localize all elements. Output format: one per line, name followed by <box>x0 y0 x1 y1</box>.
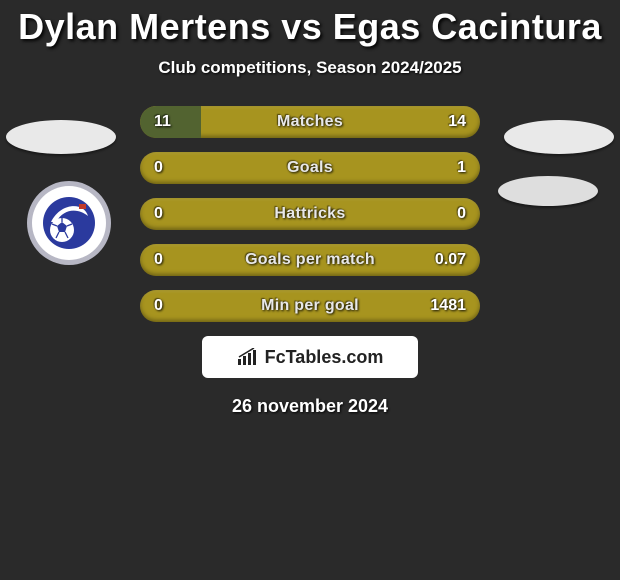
club-right-placeholder-icon <box>498 176 598 206</box>
stat-row: 11Matches14 <box>140 106 480 138</box>
stat-value-right: 0 <box>420 205 480 223</box>
stat-label: Goals <box>200 159 420 177</box>
stat-value-right: 1 <box>420 159 480 177</box>
brand-text: FcTables.com <box>265 347 384 368</box>
stat-label: Hattricks <box>200 205 420 223</box>
stat-row: 0Goals per match0.07 <box>140 244 480 276</box>
stat-value-right: 0.07 <box>420 251 480 269</box>
player-right-placeholder-icon <box>504 120 614 154</box>
page-subtitle: Club competitions, Season 2024/2025 <box>0 58 620 78</box>
stat-row: 0Goals1 <box>140 152 480 184</box>
player-left-placeholder-icon <box>6 120 116 154</box>
stat-value-left: 0 <box>140 297 200 315</box>
stat-label: Matches <box>200 113 420 131</box>
stat-value-right: 1481 <box>420 297 480 315</box>
stat-value-left: 0 <box>140 159 200 177</box>
stat-value-left: 11 <box>140 113 200 131</box>
stat-row: 0Min per goal1481 <box>140 290 480 322</box>
brand-badge: FcTables.com <box>202 336 418 378</box>
chart-icon <box>237 348 259 366</box>
stats-container: 11Matches140Goals10Hattricks00Goals per … <box>140 106 480 322</box>
club-left-logo-icon <box>26 180 112 266</box>
stat-value-left: 0 <box>140 251 200 269</box>
stat-label: Min per goal <box>200 297 420 315</box>
stat-value-left: 0 <box>140 205 200 223</box>
stat-row: 0Hattricks0 <box>140 198 480 230</box>
stat-value-right: 14 <box>420 113 480 131</box>
page-title: Dylan Mertens vs Egas Cacintura <box>0 0 620 48</box>
stat-label: Goals per match <box>200 251 420 269</box>
footer-date: 26 november 2024 <box>0 396 620 417</box>
